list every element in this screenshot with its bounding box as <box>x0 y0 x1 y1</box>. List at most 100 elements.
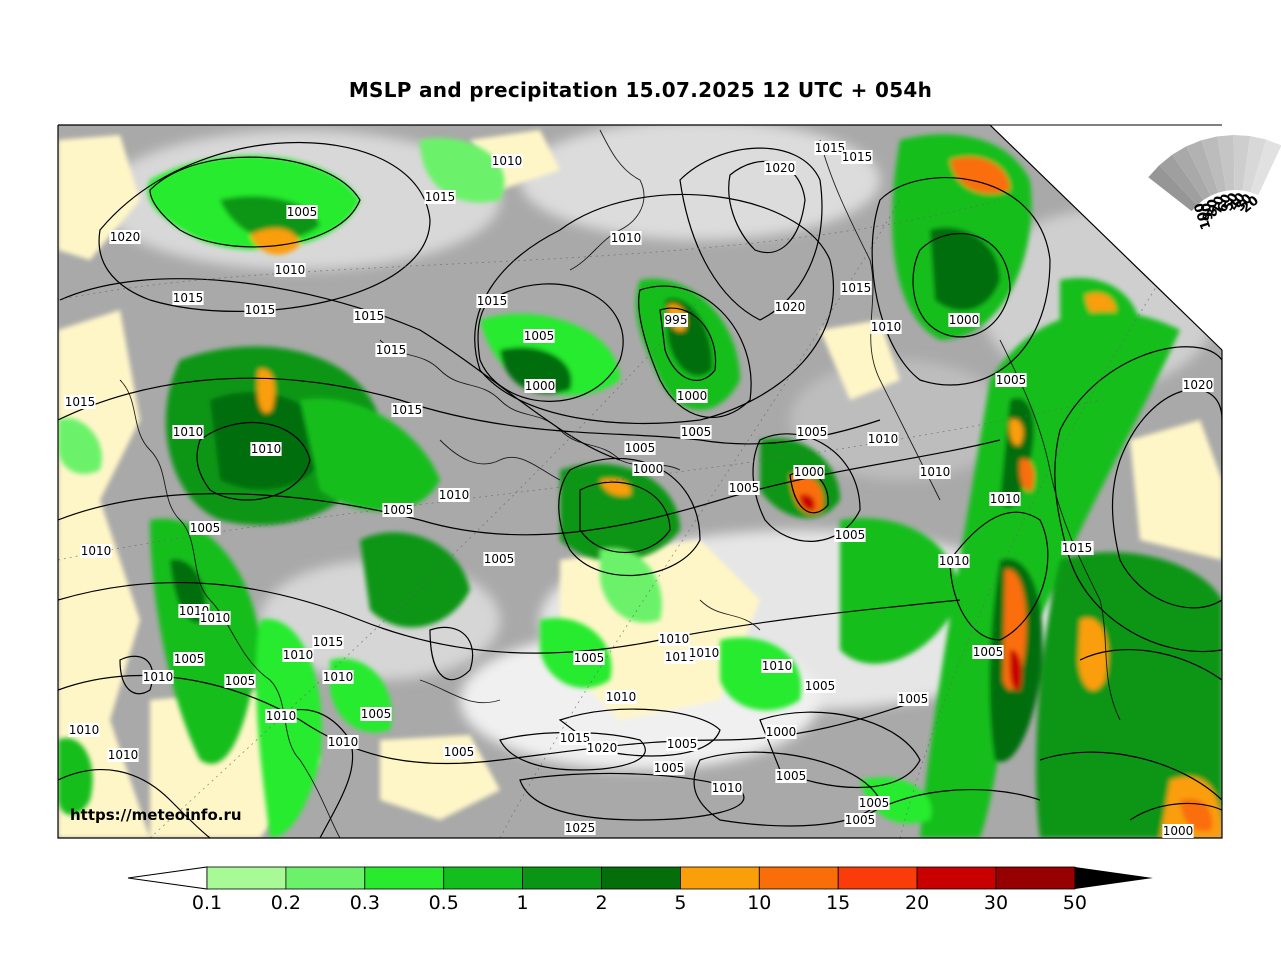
svg-text:1010: 1010 <box>81 544 112 558</box>
isobar-label: 1005 <box>680 425 712 439</box>
isobar-label: 1010 <box>711 781 743 795</box>
svg-text:1005: 1005 <box>776 769 807 783</box>
isobar-label: 1005 <box>666 737 698 751</box>
isobar-label: 1015 <box>172 291 204 305</box>
isobar-label: 1005 <box>360 707 392 721</box>
colorbar-tick-label: 0.5 <box>428 892 459 914</box>
colorbar-swatch <box>995 866 1076 890</box>
svg-text:1010: 1010 <box>200 611 231 625</box>
svg-text:1005: 1005 <box>190 521 221 535</box>
isobar-label: 1015 <box>312 635 344 649</box>
svg-text:1010: 1010 <box>492 154 523 168</box>
svg-text:1005: 1005 <box>654 761 685 775</box>
svg-text:1010: 1010 <box>611 231 642 245</box>
map-field <box>58 125 1222 838</box>
isobar-label: 1005 <box>189 521 221 535</box>
isobar-label: 1010 <box>658 632 690 646</box>
svg-text:1015: 1015 <box>841 281 872 295</box>
cloud-scale-label: 90 <box>1199 202 1217 222</box>
cloud-scale-segment <box>1250 139 1281 196</box>
svg-text:1010: 1010 <box>920 465 951 479</box>
colorbar-tick-label: 0.1 <box>191 892 223 914</box>
svg-text:1015: 1015 <box>376 343 407 357</box>
svg-text:1010: 1010 <box>939 554 970 568</box>
isobar-label: 1015 <box>244 303 276 317</box>
isobar-label: 1015 <box>424 190 456 204</box>
svg-text:1015: 1015 <box>560 731 591 745</box>
svg-text:995: 995 <box>665 313 688 327</box>
svg-text:1005: 1005 <box>797 425 828 439</box>
isobar-label: 1010 <box>438 488 470 502</box>
svg-text:1005: 1005 <box>287 205 318 219</box>
svg-text:1010: 1010 <box>328 735 359 749</box>
isobar-label: 1010 <box>989 492 1021 506</box>
cloud-scale-segment <box>1148 165 1198 212</box>
isobar-label: 1005 <box>775 769 807 783</box>
isobar-label: 1005 <box>858 796 890 810</box>
svg-text:1010: 1010 <box>173 425 204 439</box>
svg-text:1020: 1020 <box>775 300 806 314</box>
colorbar-swatch <box>443 866 524 890</box>
colorbar-swatch <box>601 866 681 890</box>
svg-text:1005: 1005 <box>845 813 876 827</box>
precipitation-field <box>58 134 1222 838</box>
isobar-label: 1000 <box>948 313 980 327</box>
isobar-label: 1000 <box>793 465 825 479</box>
colorbar-tick-label: 30 <box>983 892 1009 914</box>
isobar-label: 1010 <box>265 709 297 723</box>
cloud-scale-segment <box>1242 136 1267 193</box>
map-frame <box>57 125 1223 839</box>
svg-text:1010: 1010 <box>659 632 690 646</box>
svg-text:1000: 1000 <box>677 389 708 403</box>
colorbar-swatch <box>206 866 287 890</box>
svg-text:1020: 1020 <box>765 161 796 175</box>
svg-text:1015: 1015 <box>354 309 385 323</box>
isobar-label: 1020 <box>764 161 796 175</box>
cloud-scale-segment <box>1233 135 1251 191</box>
svg-text:1005: 1005 <box>444 745 475 759</box>
svg-text:1005: 1005 <box>898 692 929 706</box>
colorbar-swatch <box>522 866 602 890</box>
isobar-label: 1015 <box>814 141 846 155</box>
colorbar-tick-label: 0.3 <box>349 892 380 914</box>
isobar-label: 1000 <box>632 462 664 476</box>
svg-text:1015: 1015 <box>245 303 276 317</box>
colorbar-swatch <box>285 866 366 890</box>
colorbar-swatch <box>680 866 760 890</box>
isobar-label: 1005 <box>834 528 866 542</box>
isobar-label: 1010 <box>664 650 696 664</box>
svg-text:1010: 1010 <box>323 670 354 684</box>
colorbar-over-triangle <box>1074 867 1153 889</box>
isobar-label: 1010 <box>322 670 354 684</box>
svg-text:1015: 1015 <box>425 190 456 204</box>
source-url: https://meteoinfo.ru <box>70 806 242 824</box>
isobar-label: 1010 <box>274 263 306 277</box>
svg-text:1020: 1020 <box>1183 378 1214 392</box>
cloud-scale-label: 50 <box>1221 191 1242 214</box>
precipitation-colorbar <box>127 866 1153 890</box>
isobar-label: 1015 <box>1061 541 1093 555</box>
svg-text:1010: 1010 <box>762 659 793 673</box>
svg-text:1005: 1005 <box>574 651 605 665</box>
isobar-label: 1015 <box>64 395 96 409</box>
isobar-label: 1010 <box>282 648 314 662</box>
svg-text:1010: 1010 <box>283 648 314 662</box>
cloud-scale-segment <box>1201 136 1227 193</box>
svg-text:1020: 1020 <box>587 741 618 755</box>
svg-text:1000: 1000 <box>633 462 664 476</box>
svg-text:1005: 1005 <box>484 552 515 566</box>
svg-text:1010: 1010 <box>712 781 743 795</box>
svg-text:1005: 1005 <box>524 329 555 343</box>
isobar-label: 1015 <box>840 281 872 295</box>
svg-text:1020: 1020 <box>110 230 141 244</box>
colorbar-swatch <box>758 866 839 890</box>
svg-text:1010: 1010 <box>871 320 902 334</box>
svg-text:1010: 1010 <box>990 492 1021 506</box>
isobar-label: 1015 <box>353 309 385 323</box>
svg-text:1010: 1010 <box>439 488 470 502</box>
isobar-label: 1025 <box>564 821 596 835</box>
isobar-label: 1005 <box>995 373 1027 387</box>
svg-text:1005: 1005 <box>973 645 1004 659</box>
colorbar-tick-label: 10 <box>747 892 772 914</box>
cloud-scale-label: 80 <box>1206 199 1221 217</box>
